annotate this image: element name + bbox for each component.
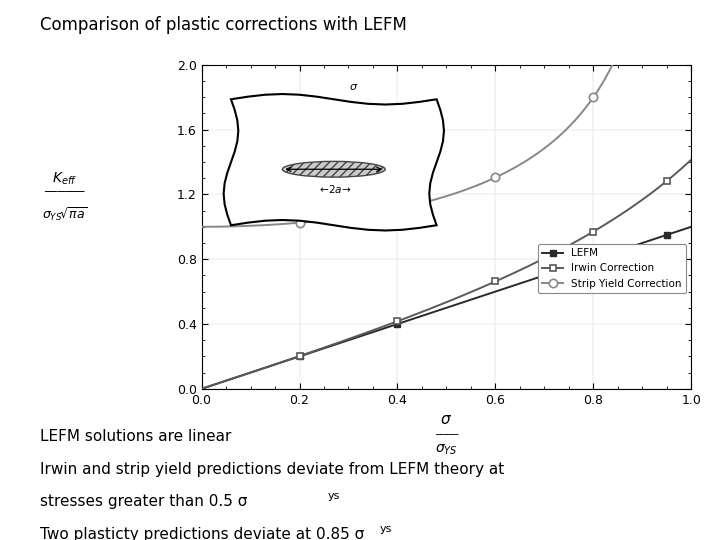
Legend: LEFM, Irwin Correction, Strip Yield Correction: LEFM, Irwin Correction, Strip Yield Corr… — [538, 244, 686, 293]
Text: LEFM solutions are linear: LEFM solutions are linear — [40, 429, 231, 444]
Text: $\sigma_{YS}\!\sqrt{\pi a}$: $\sigma_{YS}\!\sqrt{\pi a}$ — [42, 205, 88, 223]
Text: $K_{eff}$: $K_{eff}$ — [53, 171, 77, 187]
Text: ys: ys — [380, 524, 392, 534]
Text: $\sigma$: $\sigma$ — [441, 413, 452, 427]
Text: ────: ──── — [435, 430, 458, 440]
Text: $\sigma_{YS}$: $\sigma_{YS}$ — [435, 443, 458, 457]
Text: stresses greater than 0.5 σ: stresses greater than 0.5 σ — [40, 494, 247, 509]
Text: Comparison of plastic corrections with LEFM: Comparison of plastic corrections with L… — [40, 16, 407, 34]
Text: Two plasticty predictions deviate at 0.85 σ: Two plasticty predictions deviate at 0.8… — [40, 526, 364, 540]
Text: Irwin and strip yield predictions deviate from LEFM theory at: Irwin and strip yield predictions deviat… — [40, 462, 504, 477]
Text: ys: ys — [328, 491, 340, 502]
Text: ──────: ────── — [45, 186, 85, 196]
